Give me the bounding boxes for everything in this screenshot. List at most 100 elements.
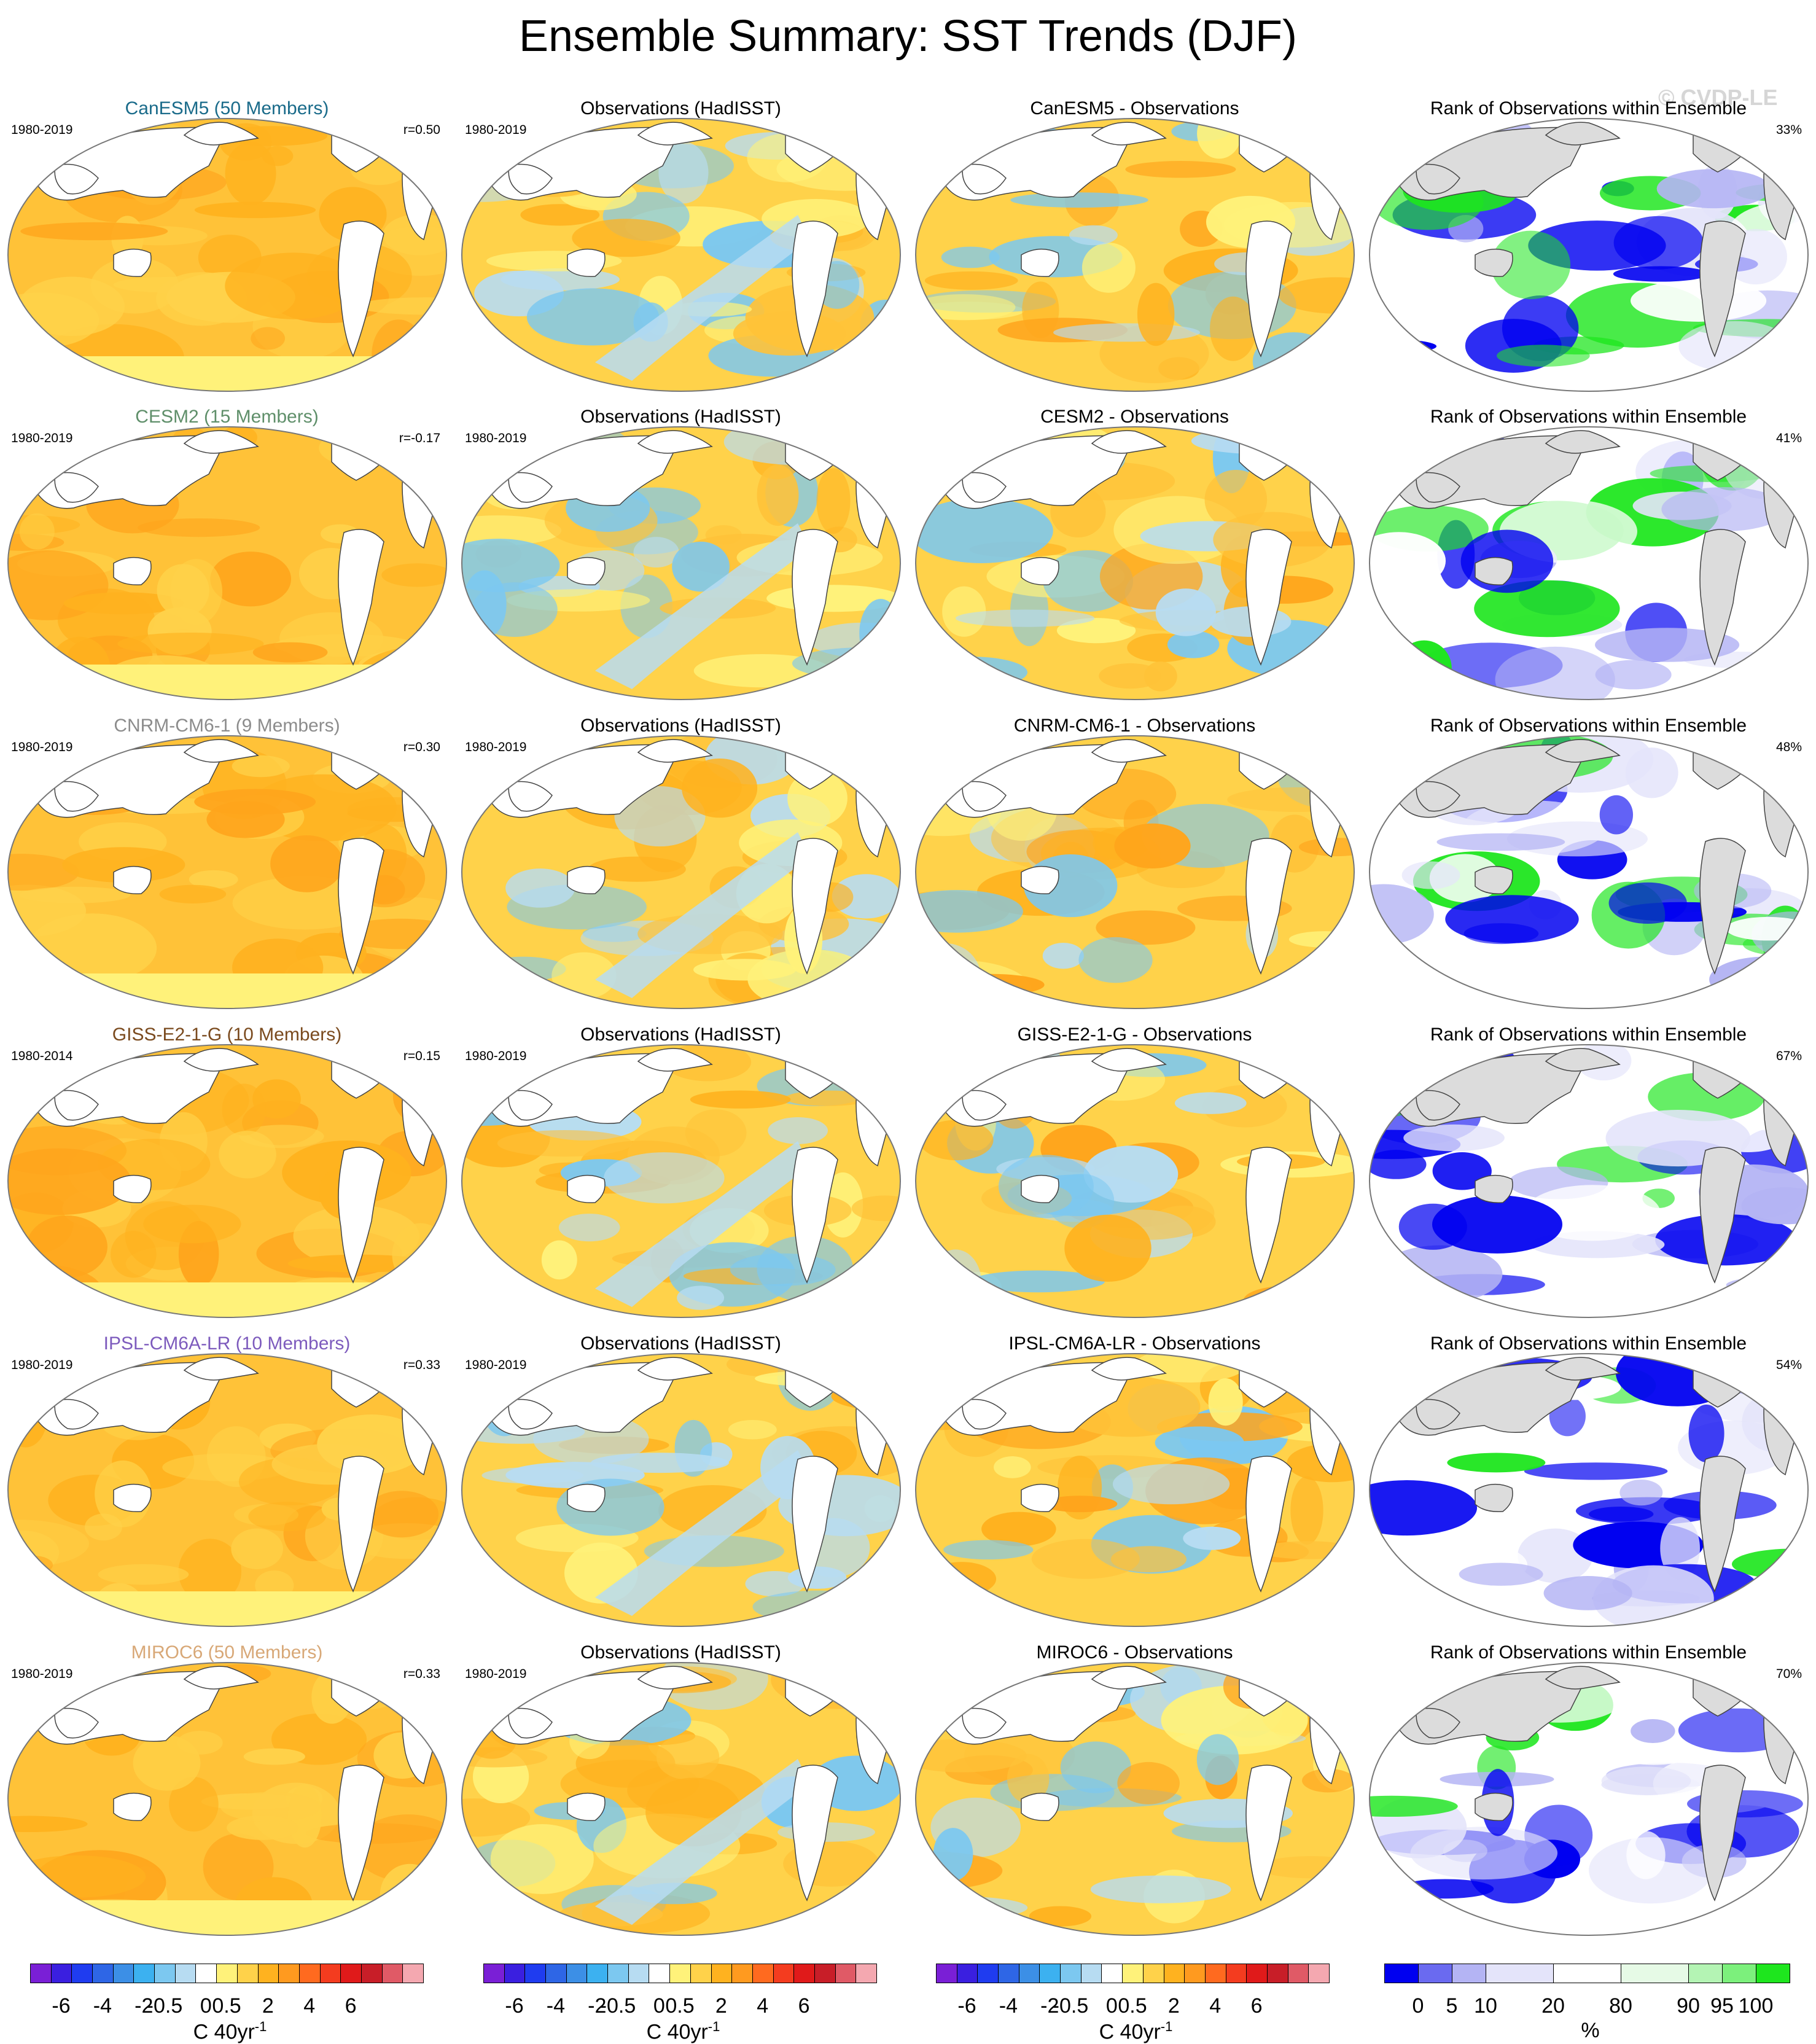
rank-map <box>1369 1662 1809 1936</box>
panel-title: GISS-E2-1-G (10 Members) <box>112 1024 342 1045</box>
colorbar-swatch <box>793 1964 815 1983</box>
pattern-correlation-label: r=0.15 <box>403 1049 440 1063</box>
colorbar-swatch <box>586 1964 609 1983</box>
pattern-correlation-label: r=-0.17 <box>399 431 440 445</box>
colorbar-swatch <box>112 1964 134 1983</box>
unit-exponent: -1 <box>1160 2019 1173 2034</box>
unit-text: C 40yr <box>1099 2020 1161 2044</box>
period-label: 1980-2019 <box>11 123 73 137</box>
obs-map <box>461 1662 901 1936</box>
colorbar-swatch <box>1246 1964 1268 1983</box>
rank-map-panel: Rank of Observations within Ensemble 48% <box>1362 709 1815 1018</box>
panel-title: Rank of Observations within Ensemble <box>1430 716 1747 736</box>
model-map <box>7 426 447 700</box>
colorbar-tick-label: 0 <box>653 1994 665 2018</box>
colorbar-swatch <box>1225 1964 1247 1983</box>
figure-title: Ensemble Summary: SST Trends (DJF) <box>519 12 1297 61</box>
panel-title: Rank of Observations within Ensemble <box>1430 1333 1747 1354</box>
colorbar-swatch <box>752 1964 774 1983</box>
diff-map <box>915 735 1355 1009</box>
unit-text: C 40yr <box>646 2020 708 2044</box>
period-label: 1980-2019 <box>465 1667 527 1681</box>
model-map-panel: CESM2 (15 Members) 1980-2019 r=-0.17 <box>0 400 454 709</box>
model-map-panel: CNRM-CM6-1 (9 Members) 1980-2019 r=0.30 <box>0 709 454 1018</box>
colorbar-tick-label: 100 <box>1738 1994 1774 2018</box>
colorbar-swatch <box>628 1964 650 1983</box>
period-label: 1980-2019 <box>11 1667 73 1681</box>
colorbar-tick-label: 2 <box>262 1994 274 2018</box>
colorbar-swatch <box>1163 1964 1185 1983</box>
colorbar-swatch <box>1452 1964 1486 1983</box>
obs-map-panel: Observations (HadISST) 1980-2019 <box>454 1327 908 1636</box>
colorbar-swatch <box>381 1964 403 1983</box>
rank-map-panel: Rank of Observations within Ensemble 41% <box>1362 400 1815 709</box>
colorbar-swatch <box>278 1964 300 1983</box>
rank-map-panel: Rank of Observations within Ensemble 70% <box>1362 1636 1815 1945</box>
colorbar-swatch <box>956 1964 978 1983</box>
colorbar-swatch <box>298 1964 321 1983</box>
period-label: 1980-2019 <box>465 1358 527 1372</box>
diff-map-panel: IPSL-CM6A-LR - Observations <box>908 1327 1362 1636</box>
colorbar-tick-label: -2 <box>134 1994 154 2018</box>
colorbar-swatch <box>195 1964 217 1983</box>
period-label: 1980-2019 <box>11 1358 73 1372</box>
colorbar-swatch <box>936 1964 957 1983</box>
model-map-panel: CanESM5 (50 Members) 1980-2019 r=0.50 <box>0 92 454 401</box>
diff-map-panel: MIROC6 - Observations <box>908 1636 1362 1945</box>
panel-title: Observations (HadISST) <box>580 1024 781 1045</box>
colorbar-tick-label: -2 <box>588 1994 607 2018</box>
rank-percent-label: 48% <box>1775 740 1802 754</box>
rank-map <box>1369 118 1809 392</box>
panel-title: Rank of Observations within Ensemble <box>1430 1642 1747 1663</box>
colorbar-swatch <box>1080 1964 1102 1983</box>
colorbar-tick-label: -4 <box>999 1994 1018 2018</box>
colorbar-tick-label: 0.5 <box>665 1994 695 2018</box>
model-map-panel: GISS-E2-1-G (10 Members) 1980-2014 r=0.15 <box>0 1018 454 1327</box>
colorbar-swatch <box>1308 1964 1330 1983</box>
colorbar-tick-label: 5 <box>1446 1994 1458 2018</box>
colorbar-swatch <box>1384 1964 1419 1983</box>
colorbar-swatch <box>30 1964 52 1983</box>
colorbar-swatch <box>711 1964 733 1983</box>
model-map <box>7 735 447 1009</box>
panel-title: IPSL-CM6A-LR - Observations <box>1008 1333 1261 1354</box>
period-label: 1980-2019 <box>465 1049 527 1063</box>
model-map <box>7 1662 447 1936</box>
colorbar-swatch <box>483 1964 505 1983</box>
colorbar-swatch <box>92 1964 114 1983</box>
panel-title: Rank of Observations within Ensemble <box>1430 98 1747 119</box>
obs-map <box>461 1044 901 1318</box>
pattern-correlation-label: r=0.50 <box>403 123 440 137</box>
rank-percent-label: 67% <box>1775 1049 1802 1063</box>
rank-map-panel: Rank of Observations within Ensemble 67% <box>1362 1018 1815 1327</box>
diff-map-panel: CESM2 - Observations <box>908 400 1362 709</box>
colorbar-swatch <box>1486 1964 1554 1983</box>
diff-map <box>915 1662 1355 1936</box>
rank-map <box>1369 1353 1809 1627</box>
rank-map <box>1369 1044 1809 1318</box>
model-map <box>7 1044 447 1318</box>
rank-map-panel: Rank of Observations within Ensemble 33% <box>1362 92 1815 401</box>
rank-percent-label: 70% <box>1775 1667 1802 1681</box>
obs-map <box>461 118 901 392</box>
unit-exponent: -1 <box>707 2019 720 2034</box>
colorbar-swatch <box>1039 1964 1061 1983</box>
colorbar-swatch <box>1418 1964 1452 1983</box>
colorbar-tick-label: -0.5 <box>146 1994 183 2018</box>
colorbar-unit-label: C 40yr-1 <box>909 2019 1363 2044</box>
colorbar-tick-label: -2 <box>1040 1994 1059 2018</box>
model-map-panel: IPSL-CM6A-LR (10 Members) 1980-2019 r=0.33 <box>0 1327 454 1636</box>
colorbar-tick-label: 4 <box>757 1994 769 2018</box>
panel-title: Observations (HadISST) <box>580 1333 781 1354</box>
colorbar-unit-label: C 40yr-1 <box>3 2019 457 2044</box>
pattern-correlation-label: r=0.33 <box>403 1667 440 1681</box>
colorbar-tick-label: -6 <box>52 1994 71 2018</box>
diff-map <box>915 426 1355 700</box>
period-label: 1980-2019 <box>11 740 73 754</box>
watermark: © CVDP-LE <box>1658 85 1778 110</box>
trend-colorbar-1: -6 -4 -2 -0.5 0 0.5 2 4 6 C 40yr-1 <box>28 1964 481 2043</box>
colorbar-swatch <box>1018 1964 1040 1983</box>
panel-title: Rank of Observations within Ensemble <box>1430 407 1747 427</box>
diff-map-panel: CNRM-CM6-1 - Observations <box>908 709 1362 1018</box>
obs-map-panel: Observations (HadISST) 1980-2019 <box>454 1018 908 1327</box>
